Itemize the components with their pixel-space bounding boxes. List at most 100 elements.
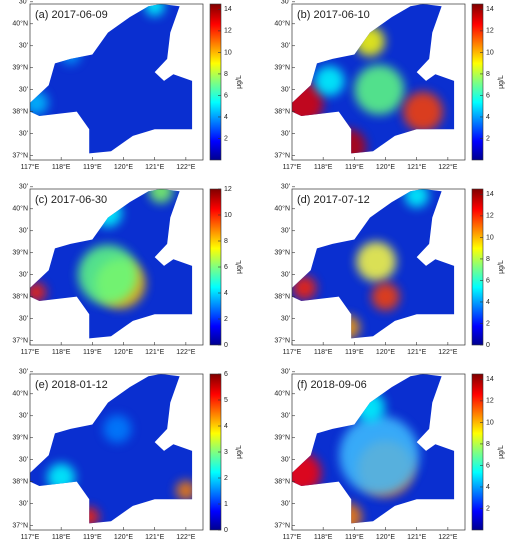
x-tick-label: 122°E	[438, 163, 457, 171]
x-tick-label: 119°E	[345, 533, 364, 541]
x-tick-label: 119°E	[83, 163, 102, 171]
y-tick-label: 30'	[19, 272, 28, 279]
sea	[292, 374, 455, 524]
y-tick-label: 30'	[281, 130, 290, 137]
x-tick-label: 122°E	[438, 348, 457, 356]
y-tick-label: 30'	[19, 369, 28, 376]
plot-frame	[29, 188, 204, 346]
y-tick-label: 37°N	[12, 151, 28, 159]
y-tick-label: 39°N	[12, 249, 28, 257]
y-tick-label: 30'	[281, 413, 290, 420]
sea-base	[30, 374, 193, 524]
concentration-patch	[336, 315, 361, 339]
y-tick-label: 37°N	[12, 521, 28, 529]
y-tick-label: 38°N	[12, 478, 28, 486]
y-tick-label: 30'	[281, 87, 290, 94]
x-tick-label: 120°E	[376, 163, 395, 171]
colorbar-tick-label: 2	[486, 320, 490, 327]
x-tick-label: 120°E	[376, 348, 395, 356]
concentration-patch	[330, 128, 367, 154]
x-tick-label: 117°E	[283, 348, 302, 356]
y-tick-label: 30'	[281, 0, 290, 6]
y-tick-label: 30'	[19, 315, 28, 322]
sea	[30, 4, 193, 154]
y-tick-label: 40°N	[12, 390, 28, 398]
colorbar	[471, 3, 484, 161]
concentration-patch	[354, 26, 385, 57]
colorbar-tick-label: 12	[486, 28, 494, 35]
colorbar-tick-label: 0	[224, 527, 228, 534]
x-tick-label: 117°E	[283, 533, 302, 541]
y-tick-label: 39°N	[274, 249, 290, 257]
x-tick-label: 121°E	[407, 163, 426, 171]
concentration-patch	[103, 414, 132, 443]
colorbar-tick-label: 1	[224, 501, 228, 508]
y-tick-label: 30'	[281, 369, 290, 376]
y-tick-label: 30'	[19, 43, 28, 50]
panel-title: (a) 2017-06-09	[35, 9, 108, 21]
y-tick-label: 30'	[19, 0, 28, 6]
concentration-patch	[60, 44, 81, 65]
x-tick-label: 119°E	[83, 348, 102, 356]
y-tick-label: 38°N	[12, 108, 28, 116]
colorbar-unit: μg/L	[498, 260, 505, 274]
colorbar-tick-label: 2	[486, 505, 490, 512]
x-tick-label: 117°E	[21, 533, 40, 541]
x-tick-label: 117°E	[283, 163, 302, 171]
panel-title: (e) 2018-01-12	[35, 379, 108, 391]
colorbar-tick-label: 10	[486, 49, 494, 56]
x-tick-label: 118°E	[52, 348, 71, 356]
y-tick-label: 39°N	[12, 434, 28, 442]
concentration-patch	[354, 391, 385, 422]
concentration-patch	[354, 64, 405, 115]
concentration-patch	[314, 65, 345, 96]
colorbar	[471, 373, 484, 531]
y-tick-label: 40°N	[12, 20, 28, 28]
map-panel: (b) 2017-06-10 117°E 118°E 119°E 120°E 121°E 1…	[274, 0, 504, 171]
x-tick-label: 118°E	[52, 163, 71, 171]
x-tick-label: 122°E	[176, 533, 195, 541]
sea	[30, 374, 193, 524]
y-tick-label: 38°N	[12, 293, 28, 301]
colorbar-tick-label: 5	[224, 397, 228, 404]
colorbar-tick-label: 3	[224, 449, 228, 456]
colorbar-tick-label: 4	[486, 114, 490, 121]
concentration-patch	[175, 480, 193, 501]
colorbar-tick-label: 6	[486, 462, 490, 469]
colorbar-unit: μg/L	[236, 75, 243, 89]
colorbar-tick-label: 14	[486, 191, 494, 198]
colorbar-tick-label: 10	[486, 419, 494, 426]
y-tick-label: 37°N	[274, 151, 290, 159]
concentration-patch	[144, 4, 165, 17]
y-tick-label: 30'	[19, 228, 28, 235]
colorbar-unit: μg/L	[498, 445, 505, 459]
y-tick-label: 30'	[281, 228, 290, 235]
sea	[292, 4, 455, 154]
y-tick-label: 38°N	[274, 293, 290, 301]
x-tick-label: 118°E	[314, 348, 333, 356]
map-panel: (e) 2018-01-12 117°E 118°E 119°E 120°E 121°E 1…	[12, 369, 242, 541]
concentration-patch	[339, 415, 420, 496]
colorbar-tick-label: 4	[224, 114, 228, 121]
x-tick-label: 121°E	[145, 163, 164, 171]
y-tick-label: 30'	[281, 500, 290, 507]
concentration-patch	[402, 91, 443, 132]
x-tick-label: 121°E	[407, 348, 426, 356]
x-tick-label: 119°E	[345, 348, 364, 356]
map-panel: (f) 2018-09-06 117°E 118°E 119°E 120°E 121°E 1…	[274, 369, 504, 541]
y-tick-label: 30'	[19, 130, 28, 137]
colorbar-tick-label: 2	[486, 135, 490, 142]
colorbar-tick-label: 0	[224, 342, 228, 349]
plot-frame	[291, 188, 466, 346]
colorbar-unit: μg/L	[236, 260, 243, 274]
colorbar-tick-label: 6	[224, 371, 228, 378]
colorbar-tick-label: 12	[486, 213, 494, 220]
concentration-patch	[77, 244, 138, 305]
plot-frame	[29, 373, 204, 531]
colorbar-tick-label: 6	[486, 92, 490, 99]
colorbar-tick-label: 2	[224, 475, 228, 482]
y-tick-label: 40°N	[274, 20, 290, 28]
y-tick-label: 39°N	[12, 64, 28, 72]
panel-title: (f) 2018-09-06	[297, 379, 367, 391]
